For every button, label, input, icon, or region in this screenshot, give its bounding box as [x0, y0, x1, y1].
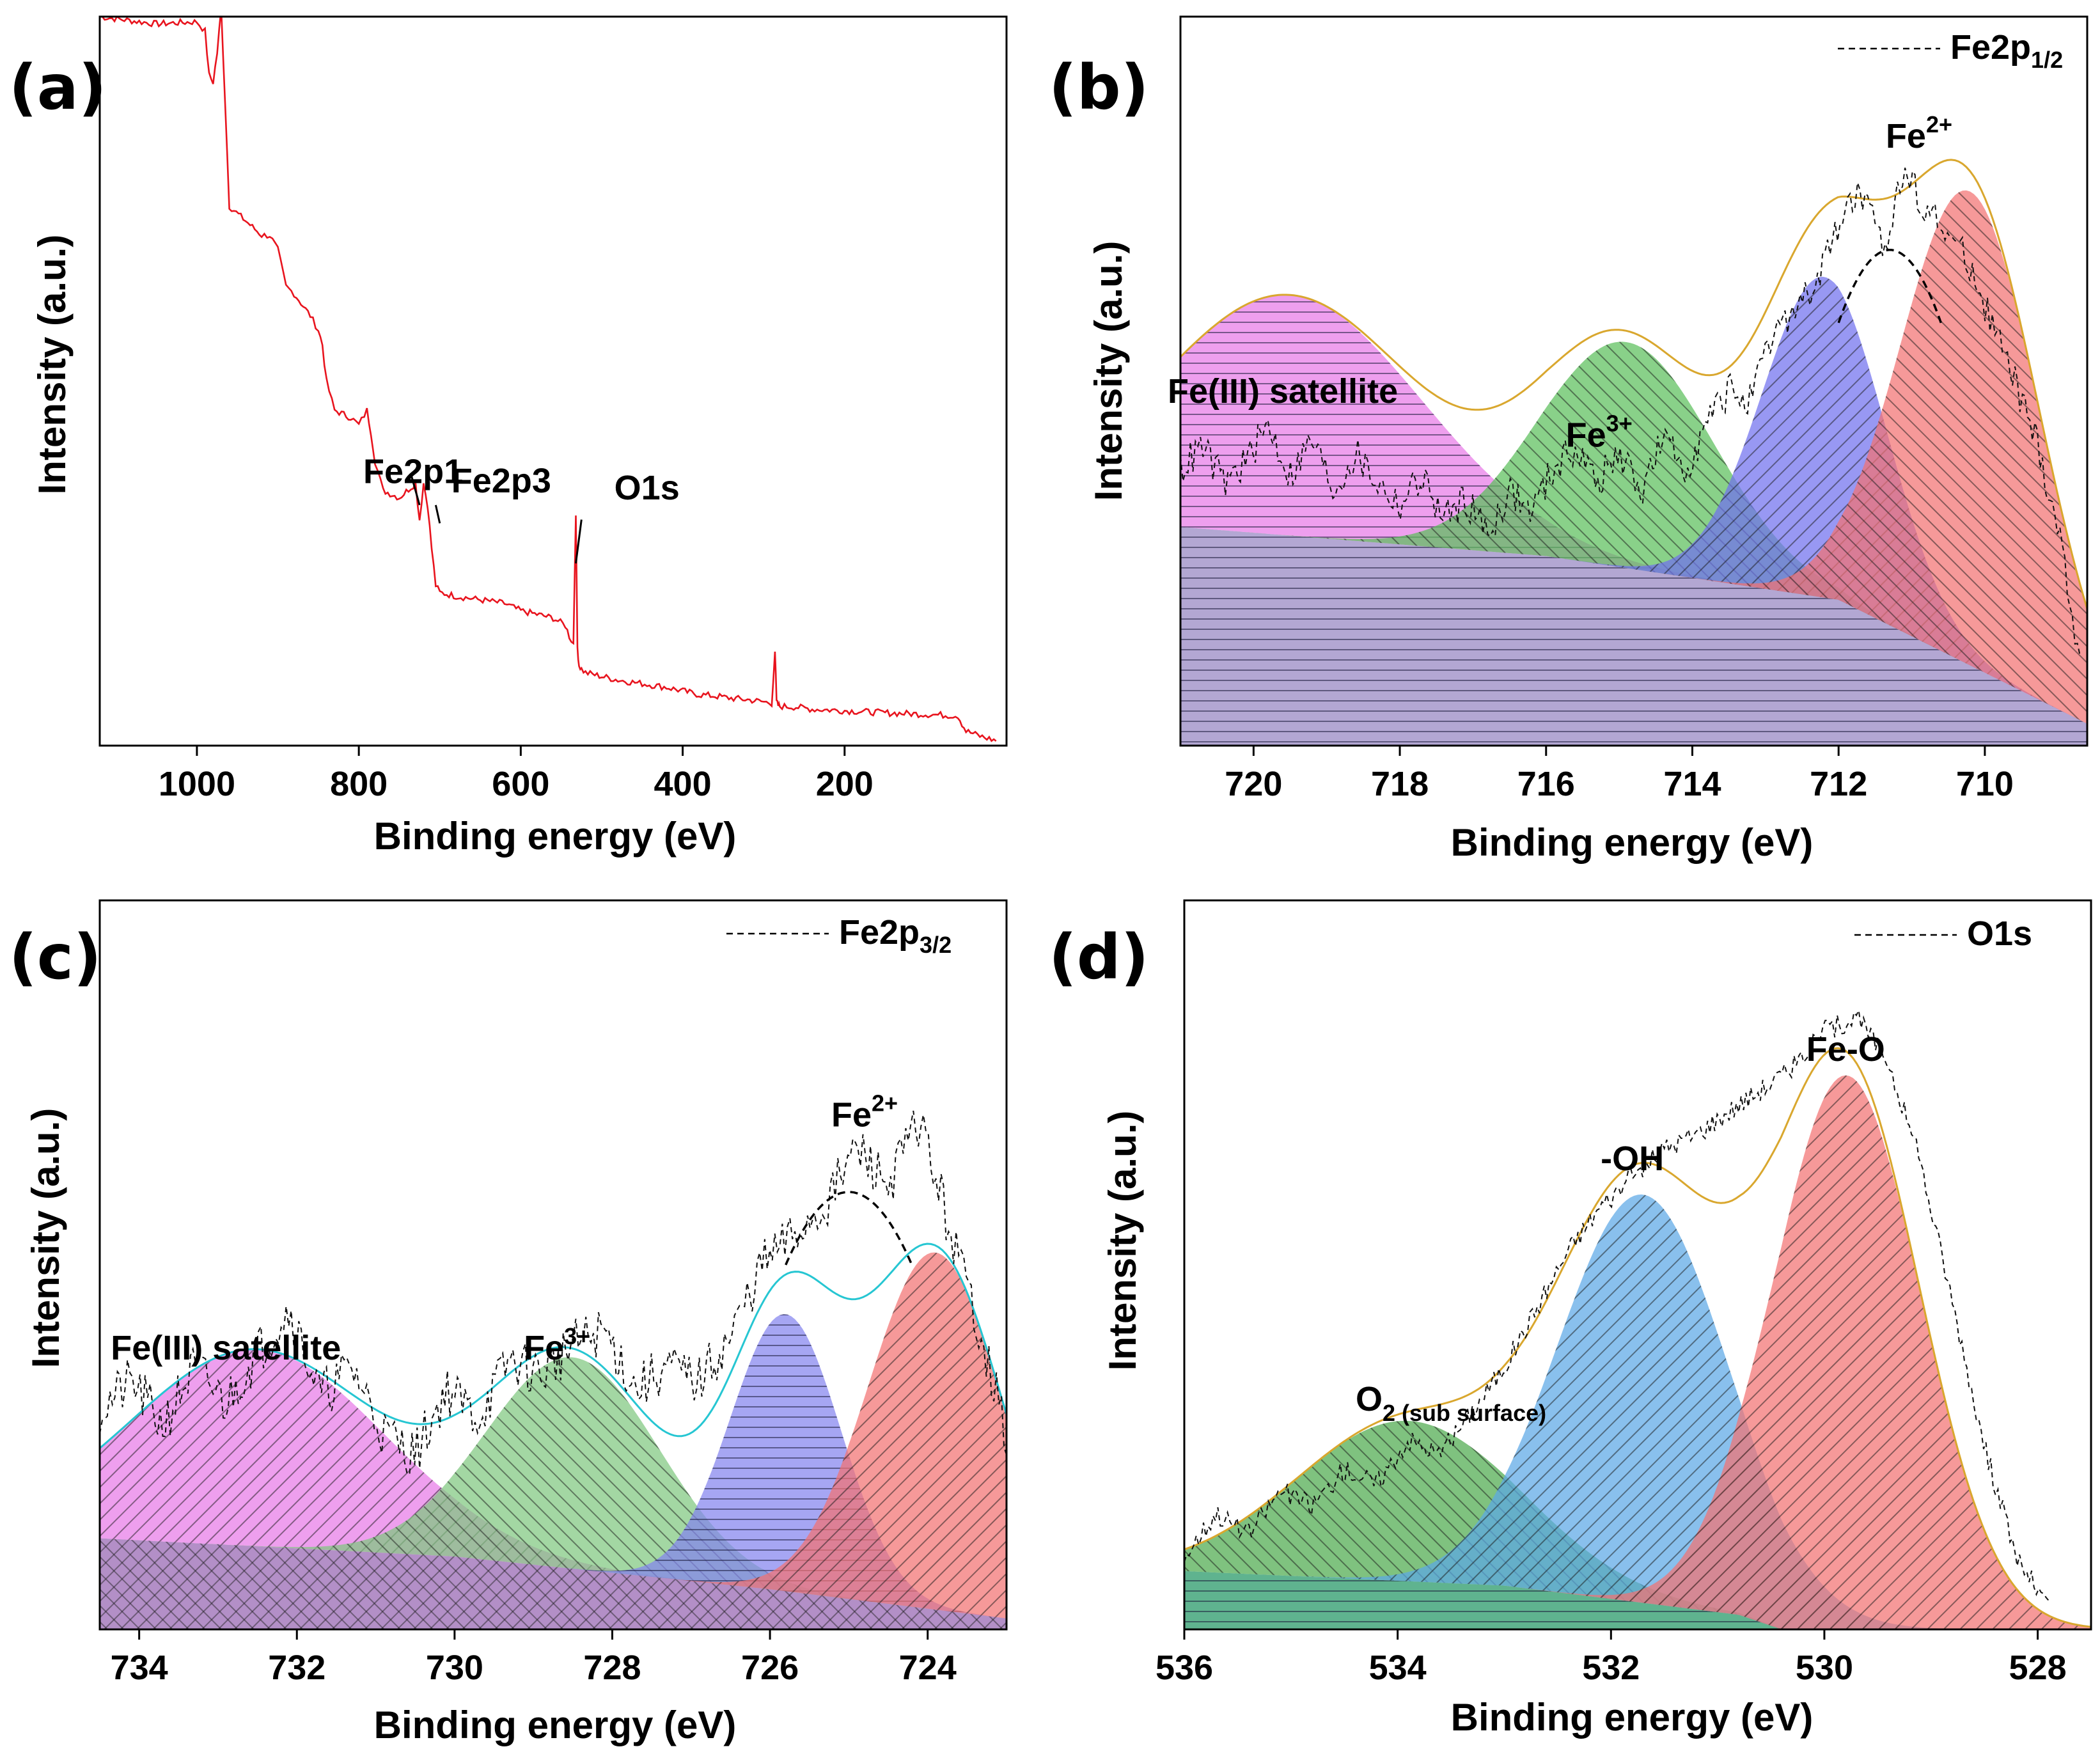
- x-tick-label-b: 712: [1810, 765, 1867, 803]
- legend-label-b: Fe2p1/2: [1950, 28, 2063, 73]
- annotation-leader-a-1: [434, 505, 441, 524]
- x-tick-label-c: 724: [899, 1649, 957, 1687]
- x-tick-label-a: 1000: [159, 765, 235, 803]
- component-hatch-c-3: [100, 1252, 1007, 1619]
- legend-label-c: Fe2p3/2: [839, 913, 952, 958]
- x-tick-label-c: 728: [583, 1649, 641, 1687]
- panel-a: (a) Intensity (a.u.) Binding energy (eV)…: [9, 15, 1008, 858]
- annotation-b-2: Fe2+: [1886, 111, 1952, 155]
- plot-frame-c: [98, 899, 1008, 1631]
- annotation-a-0: Fe2p1: [363, 453, 463, 491]
- panel-b: (b) Intensity (a.u.) Binding energy (eV)…: [1049, 15, 2088, 864]
- plot-area-b: Fe(III) satellite Fe3+ Fe2+ Fe2p1/2 720 718 71…: [1168, 15, 2088, 803]
- x-tick-label-d: 534: [1369, 1649, 1427, 1687]
- panel-c: (c) Intensity (a.u.) Binding energy (eV)…: [9, 899, 1008, 1746]
- annotation-c-2: Fe2+: [831, 1090, 898, 1134]
- x-tick-label-c: 732: [268, 1649, 325, 1687]
- annotation-d-2: Fe-O: [1806, 1030, 1885, 1069]
- annotation-superscript: 3+: [1606, 411, 1633, 437]
- annotation-d-0: O2 (sub surface): [1356, 1380, 1546, 1426]
- ylabel-d: Intensity (a.u.): [1101, 1111, 1144, 1371]
- fe2-dashed-peak-c: [785, 1191, 913, 1266]
- xlabel-d: Binding energy (eV): [1451, 1696, 1814, 1739]
- legend-label-d: O1s: [1967, 914, 2032, 953]
- plot-frame-d: [1183, 899, 2092, 1631]
- ylabel-a: Intensity (a.u.): [31, 235, 74, 495]
- component-hatch-c-1: [100, 1357, 1007, 1619]
- x-tick-label-c: 726: [741, 1649, 799, 1687]
- annotation-d-1: -OH: [1601, 1140, 1664, 1178]
- panel-d: (d) Intensity (a.u.) Binding energy (eV)…: [1049, 899, 2092, 1739]
- x-tick-label-d: 530: [1796, 1649, 1853, 1687]
- background-hatch-d: [1184, 1571, 2091, 1629]
- ylabel-c: Intensity (a.u.): [24, 1108, 67, 1368]
- plot-content-c: [100, 1110, 1007, 1629]
- x-tick-label-d: 532: [1582, 1649, 1640, 1687]
- plot-frame-a: [98, 15, 1008, 747]
- annotation-superscript: 3+: [564, 1323, 590, 1349]
- fe2-dashed-peak-b: [1837, 249, 1942, 324]
- panel-label-c: (c): [9, 921, 102, 993]
- component-hatch-b-1: [1180, 341, 2087, 724]
- xlabel-a: Binding energy (eV): [374, 815, 737, 858]
- component-hatch-b-3: [1180, 190, 2087, 724]
- x-tick-label-b: 710: [1956, 765, 2014, 803]
- x-tick-label-b: 716: [1517, 765, 1575, 803]
- envelope-fit-d: [1184, 1047, 2091, 1628]
- x-tick-label-c: 734: [111, 1649, 168, 1687]
- annotation-leader-a-2: [574, 519, 583, 564]
- annotation-a-2: O1s: [615, 469, 680, 507]
- plot-content-a: [100, 17, 997, 742]
- component-hatch-d-1: [1184, 1194, 2091, 1629]
- envelope-fit-b: [1180, 159, 2087, 609]
- xlabel-c: Binding energy (eV): [374, 1704, 737, 1746]
- x-tick-label-c: 730: [426, 1649, 483, 1687]
- annotation-subscript: 2 (sub surface): [1383, 1400, 1546, 1426]
- x-tick-label-b: 714: [1663, 765, 1721, 803]
- survey-spectrum-line: [100, 17, 997, 742]
- annotation-a-1: Fe2p3: [451, 462, 551, 500]
- x-tick-label-a: 200: [816, 765, 874, 803]
- panel-label-d: (d): [1049, 921, 1148, 993]
- plot-content-b: [1180, 159, 2087, 746]
- envelope-fit-c: [100, 1243, 1007, 1449]
- xlabel-b: Binding energy (eV): [1451, 821, 1814, 864]
- annotation-superscript: 2+: [1926, 111, 1952, 137]
- component-hatch-b-2: [1180, 276, 2087, 724]
- legend-subscript: 1/2: [2031, 47, 2063, 73]
- background-hatch-b: [1180, 527, 2087, 746]
- panel-label-b: (b): [1049, 52, 1148, 123]
- x-tick-label-a: 800: [330, 765, 388, 803]
- x-tick-label-a: 400: [654, 765, 712, 803]
- x-tick-label-d: 528: [2009, 1649, 2067, 1687]
- x-tick-label-d: 536: [1156, 1649, 1213, 1687]
- annotation-b-1: Fe3+: [1566, 411, 1633, 455]
- annotation-leader-a-0: [410, 475, 421, 506]
- component-hatch-c-2: [100, 1314, 1007, 1619]
- annotation-superscript: 2+: [872, 1090, 898, 1116]
- component-hatch-b-0: [1180, 295, 2087, 724]
- panel-label-a: (a): [9, 52, 107, 123]
- plot-frame-b: [1179, 15, 2088, 747]
- raw-data-c: [100, 1110, 1007, 1476]
- ylabel-b: Intensity (a.u.): [1087, 241, 1130, 501]
- x-tick-label-b: 720: [1225, 765, 1282, 803]
- component-hatch-d-2: [1184, 1075, 2091, 1629]
- x-tick-label-b: 718: [1371, 765, 1429, 803]
- plot-area-d: O2 (sub surface) -OH Fe-O O1s 536 534 532 530 52…: [1156, 899, 2092, 1687]
- x-tick-label-a: 600: [492, 765, 549, 803]
- plot-content-d: [1184, 1008, 2091, 1629]
- raw-data-b: [1180, 168, 2081, 655]
- raw-data-d: [1184, 1008, 2049, 1601]
- component-hatch-c-0: [100, 1349, 1007, 1619]
- annotation-b-0: Fe(III) satellite: [1168, 372, 1398, 411]
- annotation-c-0: Fe(III) satellite: [111, 1329, 341, 1367]
- legend-subscript: 3/2: [920, 932, 952, 958]
- background-hatch-c: [100, 1538, 1007, 1629]
